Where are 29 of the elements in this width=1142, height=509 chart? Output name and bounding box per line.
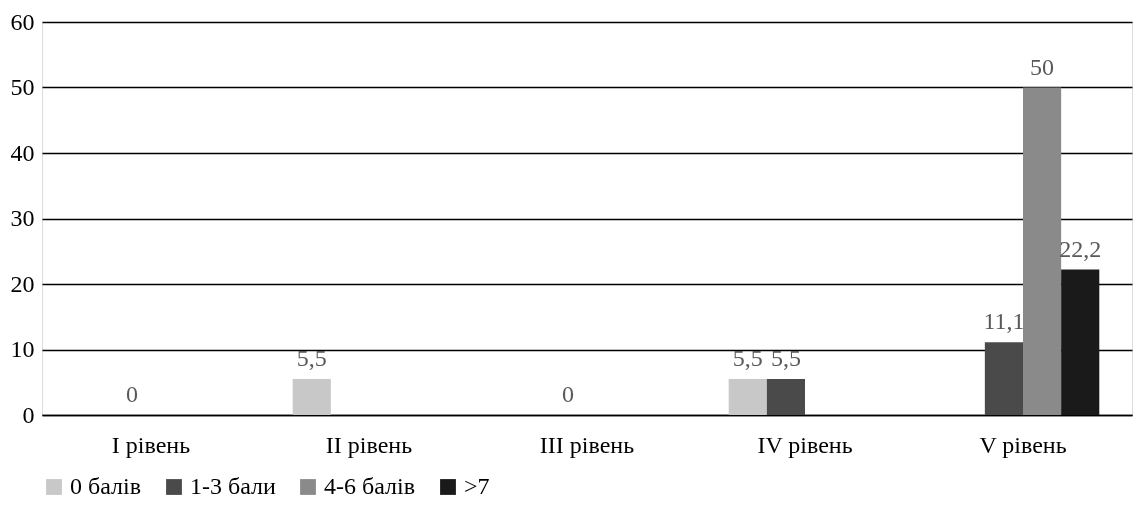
- y-tick-label: 10: [10, 336, 35, 362]
- y-tick-label: 20: [10, 270, 35, 297]
- data-label: 50: [1030, 53, 1055, 80]
- bar: [766, 378, 805, 415]
- x-tick-label: V рівень: [979, 431, 1067, 458]
- data-label: 5,5: [770, 344, 801, 371]
- x-tick-label: IV рівень: [757, 431, 853, 458]
- data-label: 0: [561, 381, 574, 407]
- data-label: 0: [125, 381, 138, 407]
- y-tick-label: 40: [10, 139, 35, 166]
- legend-label: 0 балів: [70, 473, 142, 499]
- legend-label: 4-6 балів: [324, 473, 416, 499]
- data-label: 5,5: [732, 344, 763, 371]
- y-tick-label: 30: [10, 205, 35, 231]
- bar: [984, 342, 1023, 415]
- bar: [1023, 87, 1062, 415]
- legend-label: 1-3 бали: [190, 473, 277, 499]
- bar: [1061, 269, 1100, 415]
- y-tick-label: 50: [10, 74, 35, 100]
- x-tick-label: I рівень: [111, 431, 191, 458]
- legend-label: >7: [464, 473, 490, 499]
- data-label: 5,5: [296, 344, 327, 371]
- bar: [292, 378, 331, 415]
- data-label: 11,1: [983, 308, 1025, 335]
- y-tick-label: 0: [22, 401, 35, 428]
- x-tick-label: III рівень: [539, 431, 635, 458]
- y-tick-label: 60: [10, 8, 35, 35]
- bar: [728, 378, 767, 415]
- x-tick-label: II рівень: [325, 431, 413, 458]
